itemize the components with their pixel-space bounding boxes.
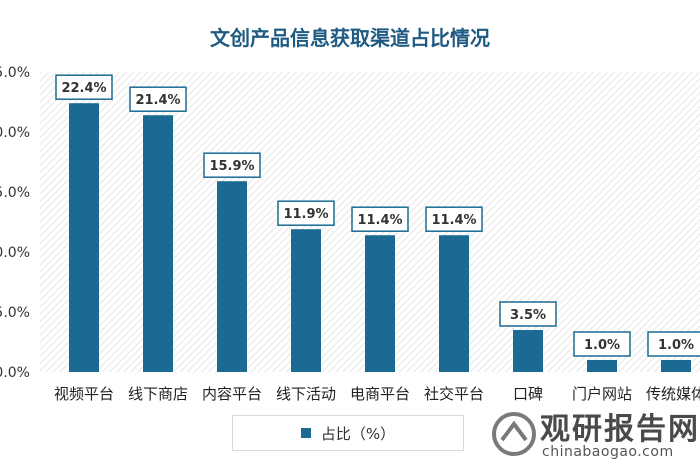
x-category-label: 电商平台 bbox=[350, 385, 410, 403]
bar-2 bbox=[143, 115, 173, 372]
data-label-box bbox=[129, 86, 187, 112]
legend-label: 占比（%） bbox=[320, 424, 396, 443]
data-label: 1.0% bbox=[584, 338, 620, 353]
y-tick-label: 5.0% bbox=[0, 305, 30, 321]
chart-title: 文创产品信息获取渠道占比情况 bbox=[210, 26, 490, 50]
data-label-box bbox=[573, 331, 631, 357]
x-category-label: 视频平台 bbox=[54, 385, 114, 403]
data-label: 11.4% bbox=[431, 213, 476, 228]
legend: 占比（%） bbox=[232, 415, 464, 451]
x-category-label: 线下商店 bbox=[128, 385, 188, 403]
data-label: 3.5% bbox=[510, 308, 546, 323]
bar-8 bbox=[587, 360, 617, 372]
data-label-box bbox=[499, 301, 557, 327]
x-category-label: 传统媒体 bbox=[646, 385, 700, 403]
bar-3 bbox=[217, 181, 247, 372]
bar-6 bbox=[439, 235, 469, 372]
watermark: 观研报告网 chinabaogao.com bbox=[480, 402, 700, 468]
data-label-box bbox=[55, 74, 113, 100]
x-category-label: 线下活动 bbox=[276, 385, 336, 403]
x-category-label: 内容平台 bbox=[202, 385, 262, 403]
watermark-logo-icon bbox=[492, 412, 536, 456]
data-label-box bbox=[351, 206, 409, 232]
bar-5 bbox=[365, 235, 395, 372]
data-label: 1.0% bbox=[658, 338, 694, 353]
legend-swatch bbox=[300, 428, 311, 438]
x-category-label: 口碑 bbox=[513, 385, 543, 403]
data-label: 11.9% bbox=[283, 207, 328, 222]
bar-4 bbox=[291, 229, 321, 372]
watermark-url: chinabaogao.com bbox=[542, 444, 674, 460]
bar-1 bbox=[69, 103, 99, 372]
watermark-brand: 观研报告网 bbox=[540, 412, 700, 447]
data-label: 11.4% bbox=[357, 213, 402, 228]
bar-7 bbox=[513, 330, 543, 372]
x-category-label: 社交平台 bbox=[424, 385, 484, 403]
data-label-box bbox=[203, 152, 261, 178]
bar-9 bbox=[661, 360, 691, 372]
y-tick-label: 10.0% bbox=[0, 245, 30, 261]
data-label: 21.4% bbox=[135, 93, 180, 108]
y-tick-label: 20.0% bbox=[0, 125, 30, 141]
data-label: 15.9% bbox=[209, 159, 254, 174]
y-tick-label: 25.0% bbox=[0, 65, 30, 81]
data-label-box bbox=[647, 331, 700, 357]
data-label-box bbox=[277, 200, 335, 226]
x-category-label: 门户网站 bbox=[572, 385, 632, 403]
y-tick-label: 15.0% bbox=[0, 185, 30, 201]
y-tick-label: 0.0% bbox=[0, 365, 30, 381]
data-label: 22.4% bbox=[61, 81, 106, 96]
data-label-box bbox=[425, 206, 483, 232]
